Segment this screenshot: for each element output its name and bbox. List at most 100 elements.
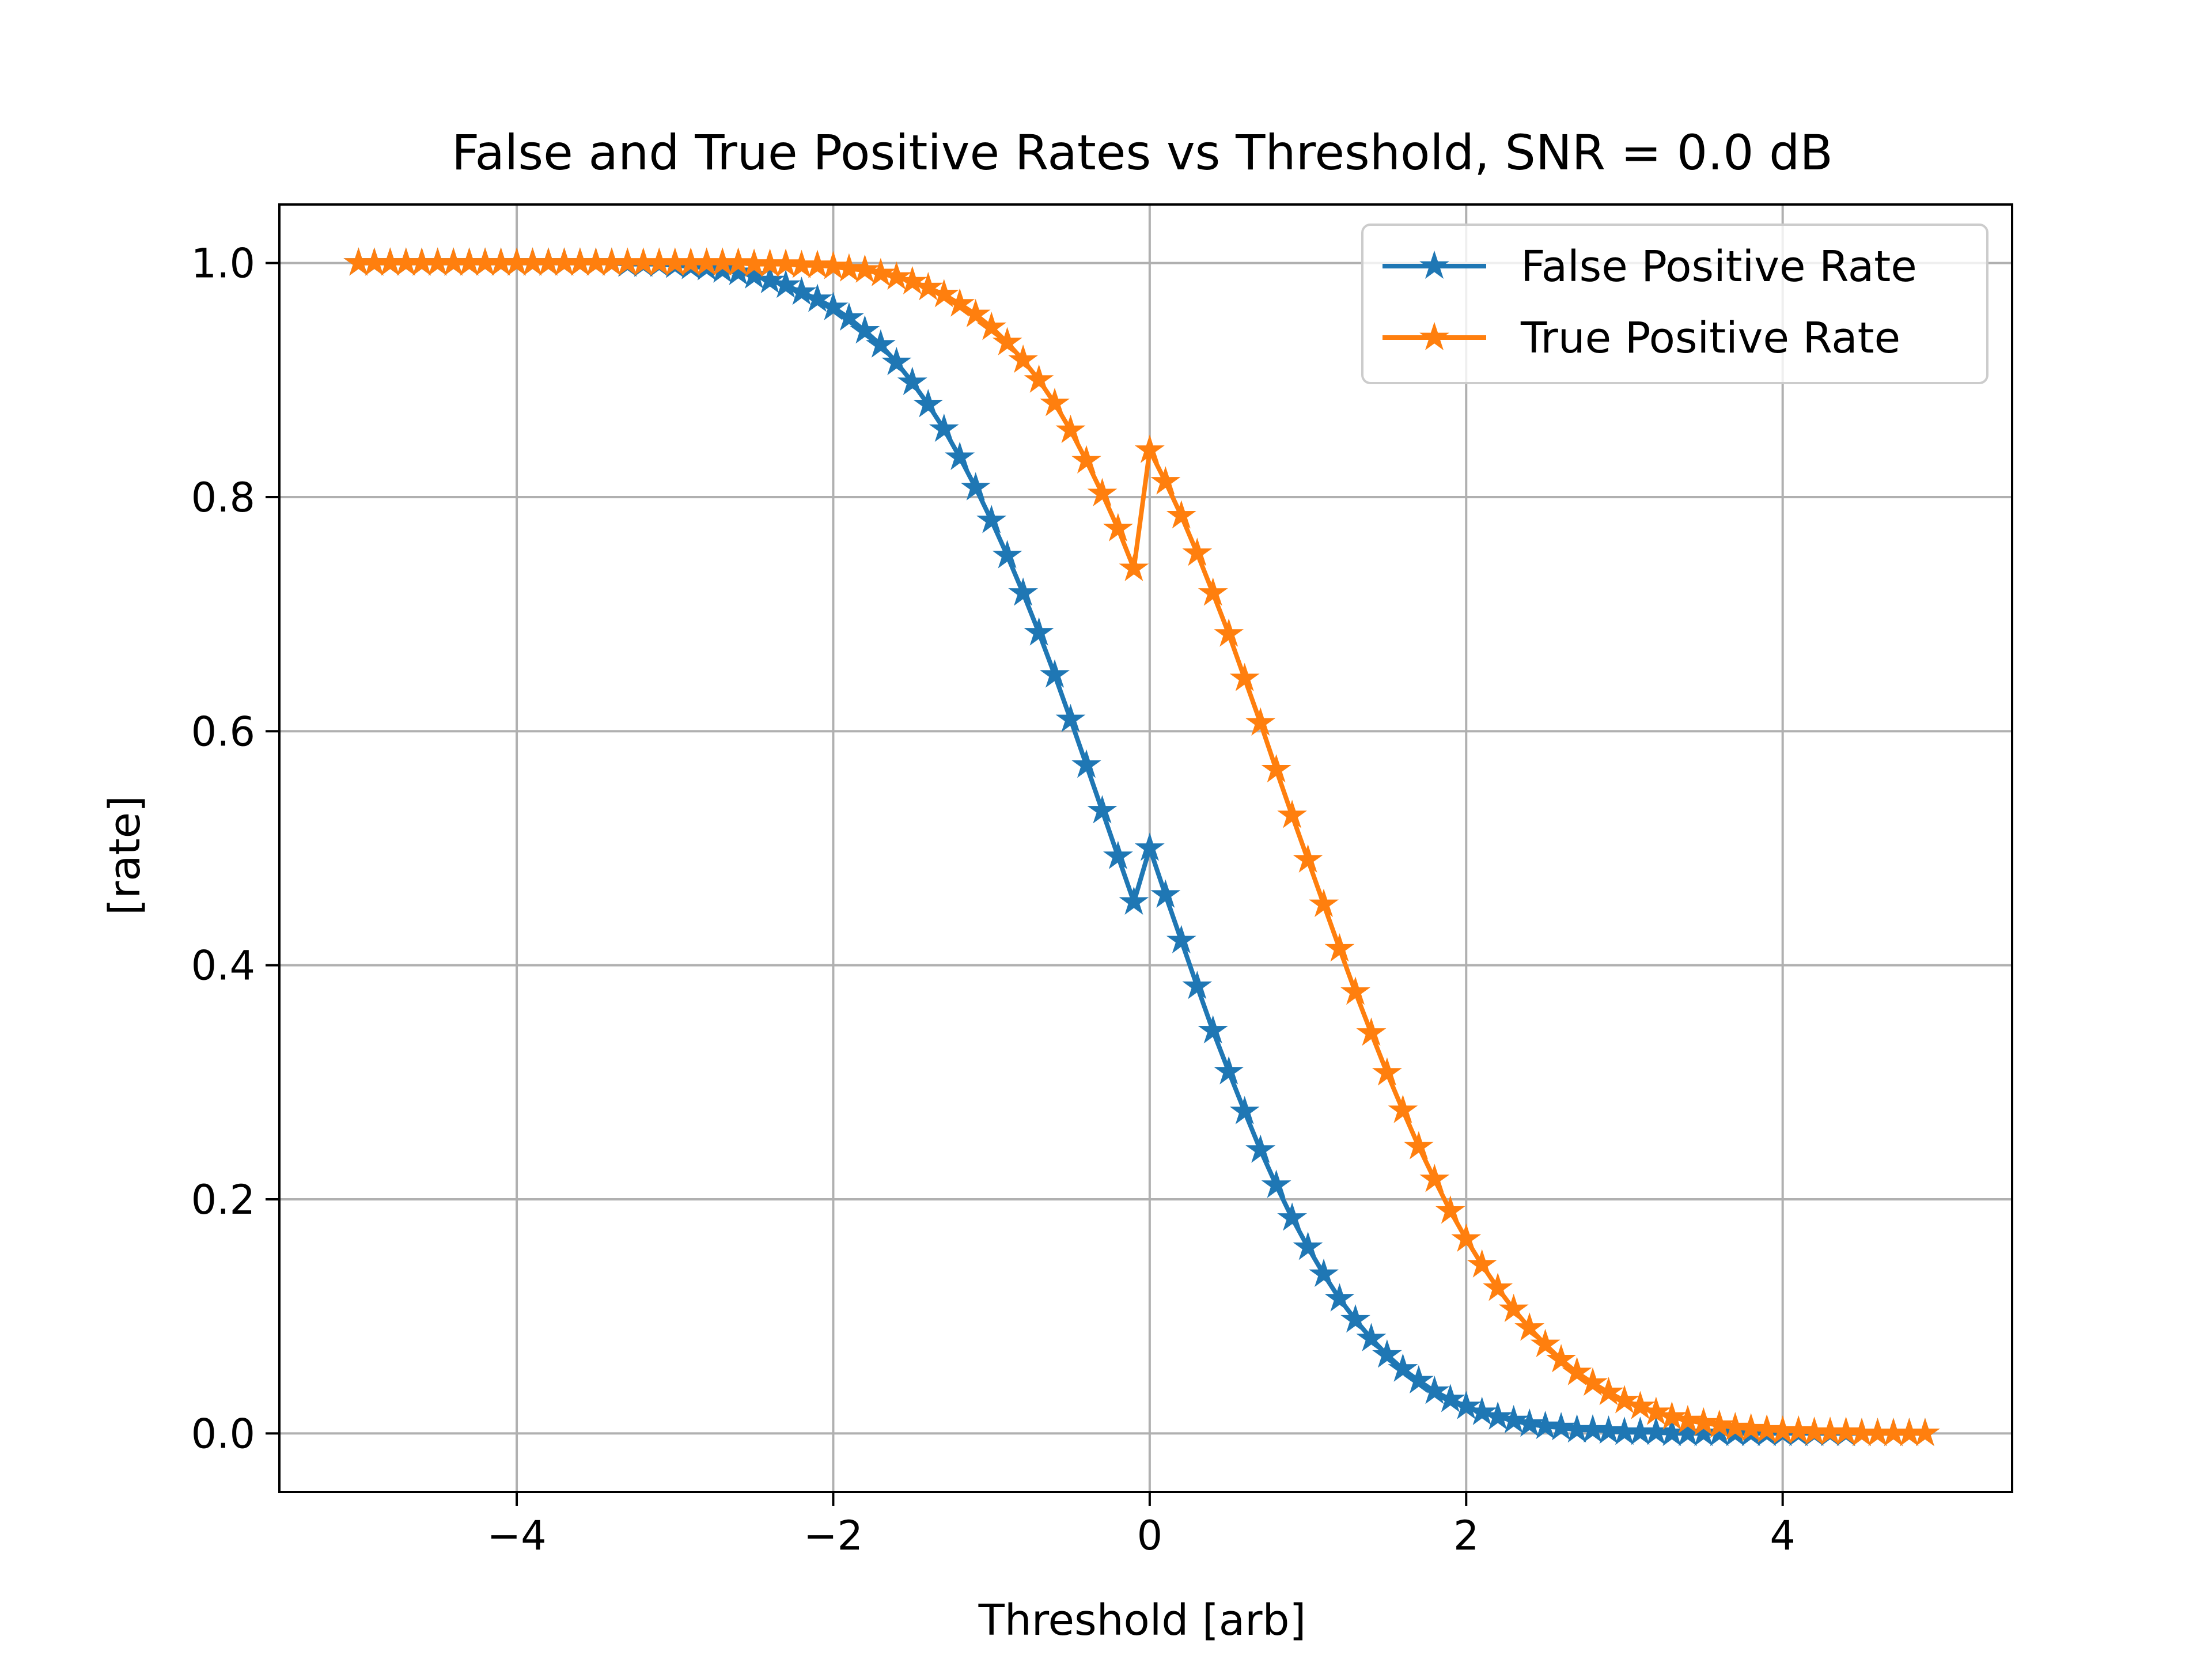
- data-point-false-positive-rate: [1024, 617, 1054, 646]
- data-point-false-positive-rate: [945, 441, 975, 470]
- series-true-positive-rate: [343, 247, 1940, 1446]
- data-point-false-positive-rate: [1261, 1169, 1291, 1198]
- data-point-true-positive-rate: [1214, 618, 1244, 647]
- y-tick-label: 0.4: [191, 942, 255, 990]
- data-point-true-positive-rate: [1451, 1223, 1482, 1252]
- data-point-true-positive-rate: [1720, 1412, 1751, 1441]
- data-point-true-positive-rate: [1166, 500, 1196, 529]
- data-point-true-positive-rate: [992, 327, 1022, 355]
- data-point-true-positive-rate: [976, 312, 1007, 340]
- data-point-true-positive-rate: [1340, 976, 1370, 1005]
- data-point-true-positive-rate: [865, 257, 896, 286]
- data-point-true-positive-rate: [1562, 1357, 1592, 1385]
- y-tick-label: 0.0: [191, 1410, 255, 1457]
- data-point-true-positive-rate: [929, 279, 959, 308]
- data-point-false-positive-rate: [1324, 1283, 1355, 1312]
- data-point-true-positive-rate: [1245, 707, 1276, 736]
- data-point-false-positive-rate: [1435, 1384, 1465, 1412]
- data-point-true-positive-rate: [1657, 1401, 1687, 1430]
- data-point-true-positive-rate: [1704, 1409, 1734, 1438]
- data-point-false-positive-rate: [1530, 1410, 1560, 1440]
- data-point-true-positive-rate: [1119, 552, 1149, 581]
- y-tick-label: 0.2: [191, 1176, 255, 1224]
- data-point-false-positive-rate: [755, 264, 785, 294]
- data-point-true-positive-rate: [1182, 537, 1213, 566]
- data-point-false-positive-rate: [1071, 749, 1101, 778]
- data-point-false-positive-rate: [1498, 1404, 1529, 1434]
- data-point-false-positive-rate: [1514, 1408, 1545, 1437]
- data-point-false-positive-rate: [834, 302, 864, 331]
- data-point-false-positive-rate: [1483, 1401, 1513, 1430]
- legend-label-false-positive: False Positive Rate: [1521, 242, 1917, 291]
- data-point-true-positive-rate: [1483, 1272, 1513, 1301]
- data-point-true-positive-rate: [1593, 1377, 1624, 1406]
- data-point-true-positive-rate: [1403, 1131, 1434, 1160]
- data-point-false-positive-rate: [786, 276, 817, 305]
- data-point-true-positive-rate: [1071, 445, 1101, 474]
- data-point-false-positive-rate: [1467, 1396, 1497, 1425]
- data-point-false-positive-rate: [1229, 1096, 1260, 1124]
- data-point-true-positive-rate: [1783, 1415, 1814, 1444]
- data-point-true-positive-rate: [1578, 1367, 1608, 1396]
- data-point-false-positive-rate: [1198, 1015, 1228, 1044]
- data-point-false-positive-rate: [1245, 1134, 1276, 1163]
- series-group: [343, 247, 1940, 1446]
- data-point-false-positive-rate: [1040, 659, 1070, 688]
- data-point-false-positive-rate: [1293, 1232, 1323, 1260]
- data-point-false-positive-rate: [1055, 703, 1086, 733]
- data-point-true-positive-rate: [1150, 466, 1181, 495]
- data-point-false-positive-rate: [1103, 840, 1133, 869]
- chart-title: False and True Positive Rates vs Thresho…: [452, 124, 1833, 181]
- data-point-true-positive-rate: [1498, 1293, 1529, 1323]
- data-point-true-positive-rate: [1419, 1164, 1450, 1192]
- data-point-true-positive-rate: [1736, 1413, 1766, 1442]
- data-point-true-positive-rate: [1672, 1404, 1703, 1434]
- data-point-false-positive-rate: [1578, 1414, 1608, 1443]
- data-point-false-positive-rate: [1150, 879, 1181, 908]
- data-point-true-positive-rate: [897, 266, 927, 295]
- legend-label-true-positive: True Positive Rate: [1520, 313, 1900, 363]
- data-point-false-positive-rate: [1087, 795, 1118, 824]
- data-point-true-positive-rate: [1087, 478, 1118, 506]
- data-point-true-positive-rate: [1008, 344, 1038, 373]
- data-point-false-positive-rate: [1388, 1353, 1418, 1382]
- data-point-false-positive-rate: [1356, 1323, 1387, 1351]
- data-point-true-positive-rate: [1103, 513, 1133, 541]
- data-point-false-positive-rate: [1277, 1202, 1307, 1231]
- data-point-false-positive-rate: [771, 269, 801, 298]
- data-point-true-positive-rate: [1688, 1407, 1719, 1436]
- data-point-false-positive-rate: [1419, 1376, 1450, 1404]
- legend-marker-true-positive: [1419, 321, 1449, 351]
- y-tick-label: 1.0: [191, 240, 255, 287]
- data-point-false-positive-rate: [976, 505, 1007, 533]
- y-tick-label: 0.6: [191, 708, 255, 755]
- data-point-true-positive-rate: [913, 272, 944, 301]
- x-tick-label: 2: [1453, 1512, 1479, 1559]
- x-tick-label: −4: [487, 1512, 546, 1559]
- data-point-true-positive-rate: [723, 247, 753, 276]
- data-point-true-positive-rate: [1134, 434, 1165, 463]
- data-point-false-positive-rate: [1182, 971, 1213, 999]
- plot-frame: [278, 203, 2013, 1493]
- data-point-true-positive-rate: [1277, 800, 1307, 828]
- data-point-false-positive-rate: [1134, 832, 1165, 861]
- data-point-false-positive-rate: [913, 389, 944, 418]
- x-tick-label: −2: [804, 1512, 863, 1559]
- data-point-false-positive-rate: [1641, 1416, 1671, 1445]
- data-point-true-positive-rate: [802, 249, 832, 278]
- data-point-false-positive-rate: [929, 413, 959, 442]
- data-point-true-positive-rate: [1309, 888, 1339, 918]
- data-point-true-positive-rate: [850, 254, 880, 283]
- data-point-true-positive-rate: [1530, 1328, 1560, 1358]
- data-point-true-positive-rate: [1514, 1312, 1545, 1341]
- data-point-true-positive-rate: [1198, 577, 1228, 606]
- data-point-true-positive-rate: [1261, 754, 1291, 783]
- legend-marker-false-positive: [1419, 250, 1449, 279]
- data-point-false-positive-rate: [992, 540, 1022, 569]
- data-point-false-positive-rate: [1119, 886, 1149, 915]
- data-point-true-positive-rate: [1609, 1385, 1639, 1414]
- data-point-true-positive-rate: [1293, 844, 1323, 873]
- data-point-false-positive-rate: [1593, 1415, 1624, 1444]
- data-point-true-positive-rate: [1324, 933, 1355, 962]
